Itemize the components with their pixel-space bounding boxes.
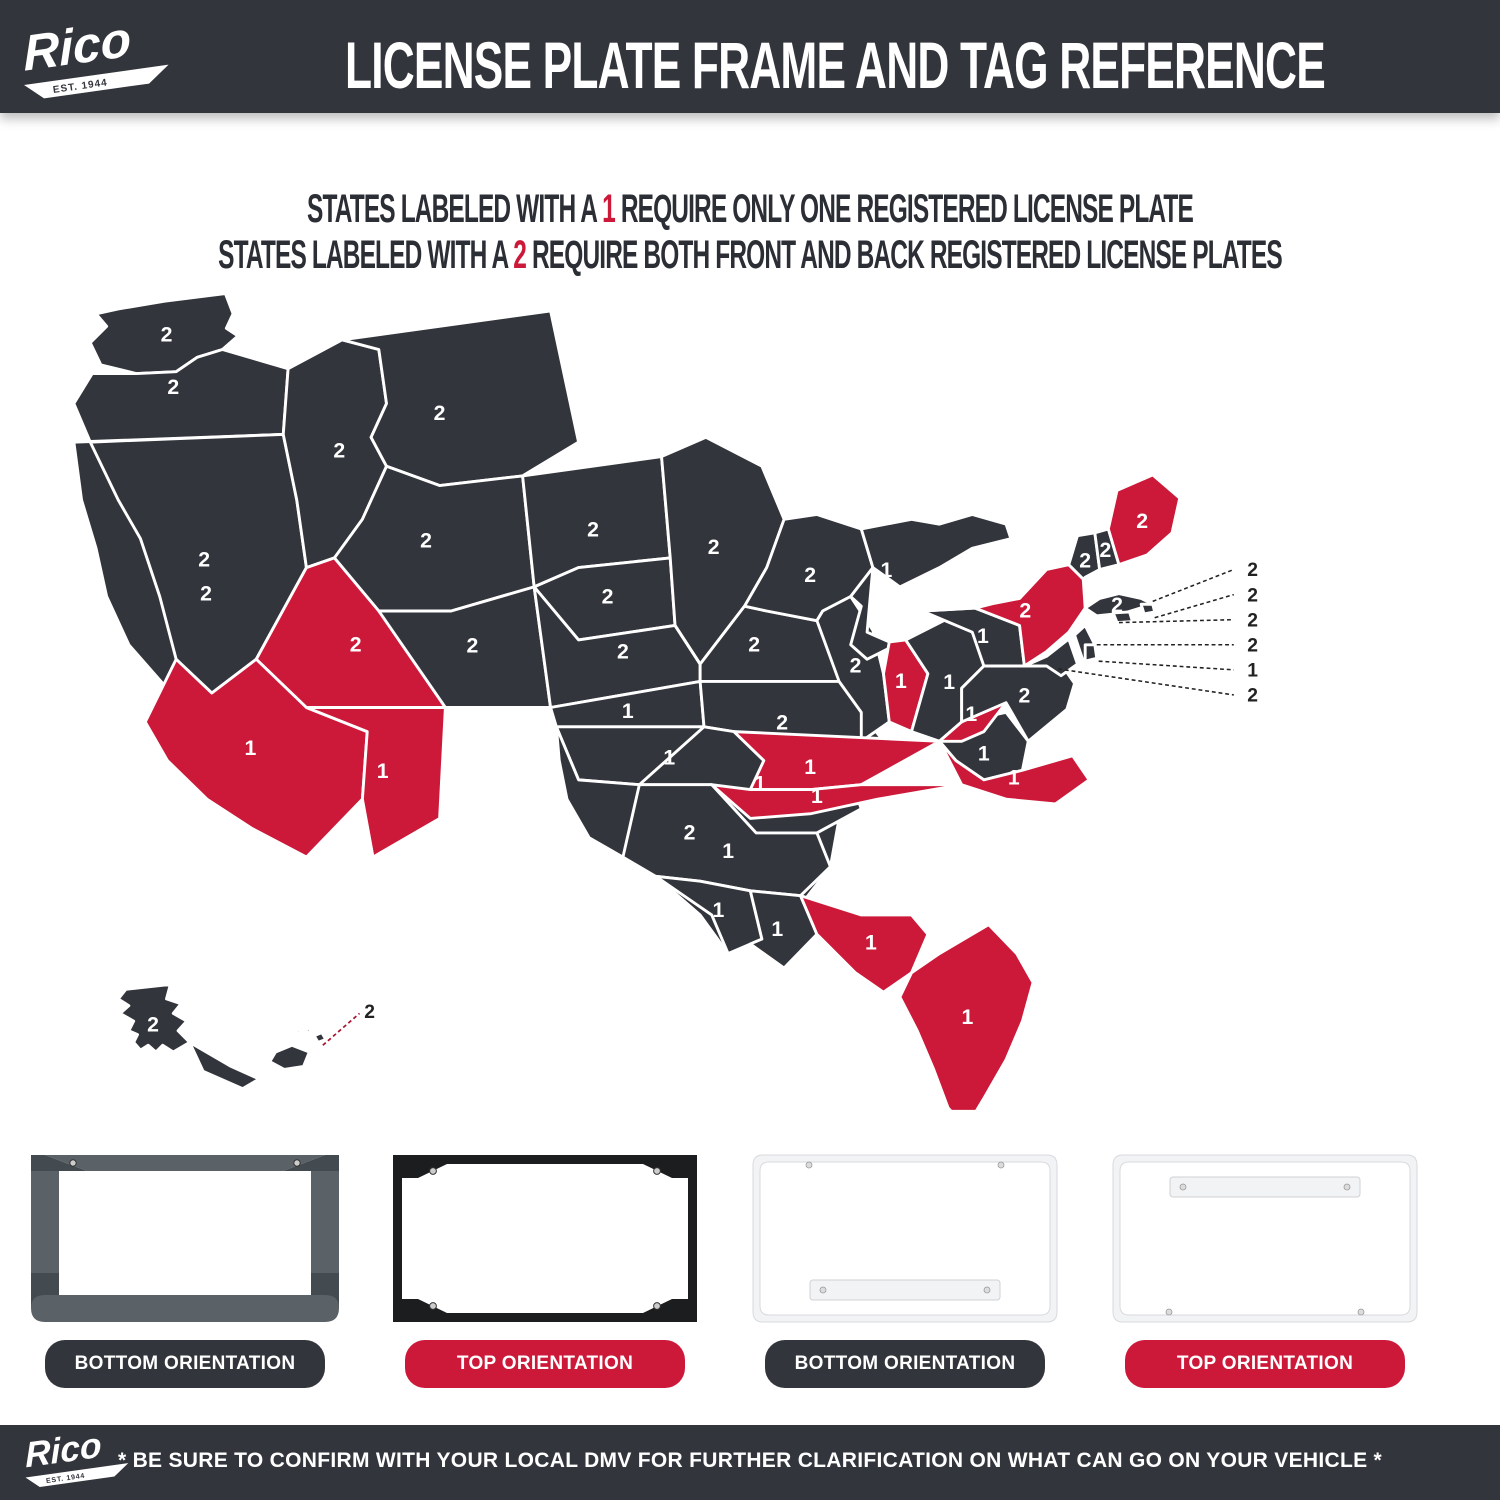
svg-text:2: 2 — [167, 376, 179, 399]
svg-text:2: 2 — [617, 640, 629, 663]
svg-text:2: 2 — [1136, 510, 1148, 533]
svg-text:2: 2 — [1247, 686, 1258, 707]
HI4 — [296, 1029, 301, 1035]
svg-text:1: 1 — [245, 737, 257, 760]
svg-text:2: 2 — [684, 822, 696, 845]
svg-text:1: 1 — [978, 743, 990, 766]
DE — [1085, 645, 1097, 661]
svg-text:2: 2 — [420, 529, 432, 552]
svg-text:2: 2 — [1019, 600, 1031, 623]
svg-text:2: 2 — [602, 585, 614, 608]
svg-text:2: 2 — [748, 634, 760, 657]
svg-text:2: 2 — [850, 655, 862, 678]
svg-text:2: 2 — [350, 634, 362, 657]
svg-text:1: 1 — [622, 700, 634, 723]
svg-text:1: 1 — [663, 746, 675, 769]
svg-text:1: 1 — [754, 772, 766, 795]
svg-text:2: 2 — [1247, 610, 1258, 631]
HI2 — [314, 1033, 326, 1043]
svg-text:2: 2 — [466, 634, 478, 657]
svg-text:2: 2 — [161, 324, 173, 347]
svg-text:2: 2 — [1247, 636, 1258, 657]
svg-text:2: 2 — [1079, 550, 1091, 573]
svg-text:2: 2 — [333, 440, 345, 463]
HI1 — [270, 1045, 310, 1069]
svg-text:2: 2 — [776, 712, 788, 735]
svg-text:1: 1 — [1247, 661, 1258, 682]
svg-text:1: 1 — [377, 760, 389, 783]
svg-text:Rico: Rico — [23, 14, 132, 82]
svg-text:1: 1 — [771, 918, 783, 941]
svg-text:1: 1 — [977, 625, 989, 648]
svg-text:2: 2 — [1111, 594, 1123, 617]
svg-text:2: 2 — [804, 564, 816, 587]
svg-text:1: 1 — [811, 785, 823, 808]
svg-text:1: 1 — [943, 671, 955, 694]
svg-text:2: 2 — [147, 1014, 159, 1037]
svg-text:2: 2 — [198, 549, 210, 572]
svg-text:2: 2 — [364, 1002, 375, 1023]
svg-text:1: 1 — [722, 840, 734, 863]
HI3 — [304, 1028, 312, 1033]
AK2 — [190, 1042, 259, 1088]
svg-text:1: 1 — [865, 932, 877, 955]
svg-text:2: 2 — [434, 402, 446, 425]
svg-text:1: 1 — [880, 559, 892, 582]
svg-text:2: 2 — [1247, 560, 1258, 581]
svg-text:2: 2 — [1247, 585, 1258, 606]
svg-text:2: 2 — [587, 519, 599, 542]
svg-text:2: 2 — [708, 536, 720, 559]
svg-text:1: 1 — [713, 899, 725, 922]
svg-text:2: 2 — [1018, 685, 1030, 708]
svg-text:1: 1 — [895, 670, 907, 693]
svg-text:1: 1 — [804, 756, 816, 779]
svg-text:1: 1 — [962, 1006, 974, 1029]
RI — [1141, 604, 1155, 614]
svg-text:1: 1 — [965, 703, 977, 726]
svg-text:1: 1 — [1008, 767, 1020, 790]
svg-text:2: 2 — [200, 582, 212, 605]
svg-text:2: 2 — [1100, 539, 1112, 562]
